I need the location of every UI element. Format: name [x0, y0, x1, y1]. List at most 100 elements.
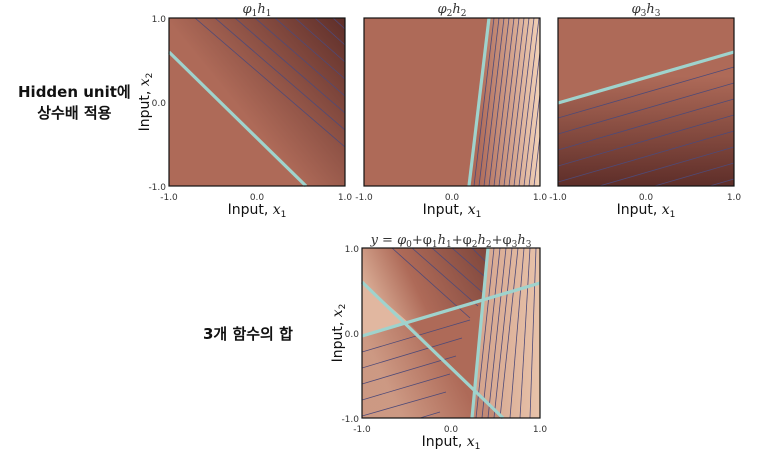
- contour-line: [475, 248, 495, 418]
- panel-sum-x-axis-label: Input, x1: [422, 434, 481, 452]
- panel-phi3h3-contours: [558, 66, 734, 186]
- panel-sum-frame: [361, 247, 541, 419]
- x-tick-label: 0.0: [250, 193, 265, 203]
- contour-line: [478, 18, 500, 186]
- x-tick-label: -1.0: [549, 193, 567, 203]
- contour-line: [653, 162, 734, 186]
- contour-line: [471, 248, 487, 263]
- contour-line: [362, 391, 447, 417]
- y-tick-label: -1.0: [148, 183, 166, 193]
- contour-line: [332, 18, 345, 30]
- contour-line: [493, 248, 513, 418]
- panel-phi2h2-frame: [363, 17, 541, 187]
- panel-sum-upper-region: [362, 248, 488, 322]
- contour-line: [499, 248, 519, 418]
- panel-phi1h1-boundary-line: [167, 50, 308, 188]
- contour-line: [523, 48, 540, 186]
- contour-line: [214, 18, 345, 131]
- contour-line: [558, 82, 734, 135]
- scaled-hidden-units-caption: Hidden unit에 상수배 적용: [18, 82, 131, 124]
- contour-line: [519, 248, 531, 418]
- panel-sum-boundary-line-3: [361, 281, 541, 338]
- contour-line: [493, 18, 515, 186]
- x-tick-label: 1.0: [727, 193, 742, 203]
- contour-line: [488, 18, 510, 186]
- contour-line: [274, 18, 345, 80]
- panel-phi3h3-boundary-line: [557, 50, 735, 105]
- scaled-caption-line-2: 상수배 적용: [37, 104, 112, 122]
- contour-line: [558, 66, 734, 119]
- panel-phi1h1-title: φ1h1: [243, 2, 272, 19]
- contour-line: [419, 411, 441, 418]
- panel-phi3h3: φ3h3 -1.0 0.0 1.0 Input, x1: [549, 2, 742, 220]
- panel-phi3h3-title: φ3h3: [632, 2, 661, 19]
- contour-line: [451, 248, 485, 277]
- panel-phi2h2-x-axis-label: Input, x1: [423, 202, 482, 220]
- contour-line: [314, 18, 345, 46]
- contour-line: [503, 18, 525, 186]
- contour-line: [509, 248, 525, 418]
- contour-line: [487, 248, 507, 418]
- panel-phi1h1-frame: [168, 17, 346, 187]
- contour-line: [254, 18, 345, 97]
- contour-line: [518, 18, 540, 186]
- panel-phi1h1-x-axis-label: Input, x1: [228, 202, 287, 220]
- y-tick-label: 0.0: [152, 99, 167, 109]
- contour-line: [362, 355, 457, 385]
- panel-phi3h3-x-axis-label: Input, x1: [617, 202, 676, 220]
- panel-sum-left-region: [362, 282, 408, 336]
- contour-line: [508, 18, 530, 186]
- panel-phi2h2: φ2h2 -1.0 0.0 1.0 Input, x1: [355, 2, 548, 220]
- contour-line: [234, 18, 345, 114]
- contour-line: [533, 132, 540, 186]
- contour-line: [194, 18, 345, 148]
- panel-sum-title: y = φ0+φ1h1+φ2h2+φ3h3: [370, 233, 532, 250]
- panel-sum-y-axis-label: Input, x2: [330, 304, 348, 363]
- panel-phi1h1-contours: [194, 18, 345, 148]
- panel-sum-contours: [362, 248, 537, 418]
- panel-sum-boundary-line-1: [360, 280, 505, 420]
- x-tick-label: 1.0: [533, 425, 548, 435]
- panel-phi2h2-boundary-line: [467, 17, 491, 187]
- x-tick-label: 1.0: [338, 193, 353, 203]
- panel-phi3h3-active-region: [558, 52, 734, 186]
- contour-line: [498, 18, 520, 186]
- x-tick-label: 0.0: [445, 193, 460, 203]
- panel-phi3h3-frame: [557, 17, 735, 187]
- panel-phi2h2-title: φ2h2: [438, 2, 467, 19]
- x-tick-label: -1.0: [353, 425, 371, 435]
- y-tick-label: 0.0: [345, 330, 360, 340]
- x-tick-label: 0.0: [639, 193, 654, 203]
- panel-phi1h1-y-axis-label: Input, x2: [137, 73, 155, 132]
- contour-line: [597, 146, 734, 186]
- panel-sum: y = φ0+φ1h1+φ2h2+φ3h3 -1.0 0.0 1.0 1.0 0…: [330, 233, 547, 452]
- contour-line: [529, 248, 537, 418]
- panel-sum-boundary-line-2: [470, 247, 490, 419]
- contour-line: [362, 337, 463, 369]
- x-tick-label: -1.0: [355, 193, 373, 203]
- panel-sum-right-region: [472, 248, 540, 418]
- contour-line: [294, 18, 345, 63]
- panel-phi1h1: φ1h1 -1.0 0.0 1.0 1.0 0.0 -1.0 Input, x1…: [137, 2, 352, 220]
- scaled-caption-line-1: Hidden unit에: [18, 83, 131, 101]
- sum-caption: 3개 함수의 합: [203, 325, 293, 343]
- y-tick-label: 1.0: [345, 245, 360, 255]
- y-tick-label: -1.0: [341, 415, 359, 425]
- x-tick-label: 1.0: [533, 193, 548, 203]
- contour-line: [362, 373, 451, 401]
- panel-sum-lower-region: [362, 322, 503, 418]
- y-tick-label: 1.0: [152, 15, 167, 25]
- contour-line: [483, 18, 505, 186]
- contour-line: [558, 130, 734, 183]
- contour-line: [513, 18, 535, 186]
- contour-line: [528, 90, 540, 186]
- x-tick-label: -1.0: [160, 193, 178, 203]
- panel-phi2h2-contours: [473, 18, 540, 186]
- contour-line: [558, 98, 734, 151]
- contour-line: [473, 18, 495, 186]
- contour-line: [558, 114, 734, 167]
- contour-line: [431, 248, 483, 293]
- x-tick-label: 0.0: [444, 425, 459, 435]
- contour-line: [411, 248, 479, 307]
